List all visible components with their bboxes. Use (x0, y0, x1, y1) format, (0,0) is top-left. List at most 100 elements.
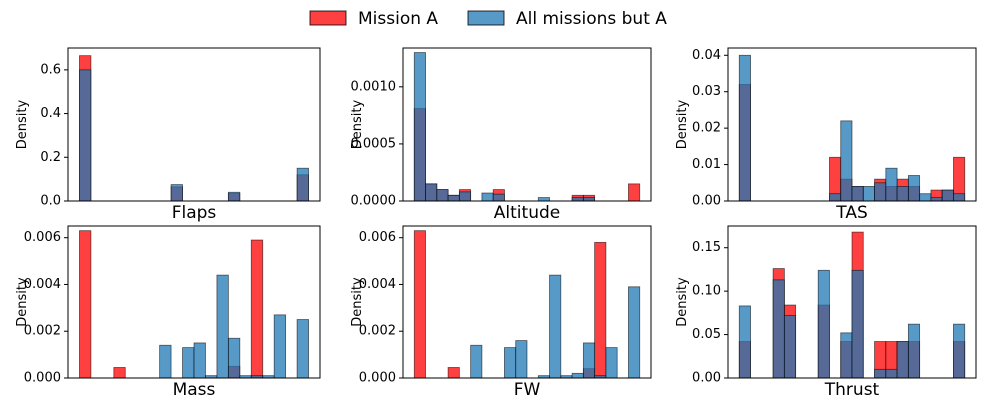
y-tick-label: 0.002 (359, 324, 396, 339)
y-tick-label: 0.002 (24, 324, 61, 339)
bar (628, 286, 641, 379)
y-tick-label: 0.000 (359, 371, 396, 386)
bar (840, 332, 853, 379)
y-axis-label: Density (15, 277, 30, 327)
bar (571, 197, 584, 202)
bar (582, 342, 596, 379)
bar (470, 344, 483, 379)
y-axis-label: Density (15, 99, 30, 149)
axes-frame (402, 225, 652, 379)
y-tick-label: 0.05 (692, 327, 721, 342)
y-tick-label: 0.000 (24, 371, 61, 386)
bar (582, 197, 596, 202)
bar (515, 340, 528, 379)
bar (447, 194, 460, 202)
bar (193, 342, 206, 379)
bar (851, 269, 864, 379)
bar (874, 182, 887, 202)
bar (941, 189, 954, 202)
y-tick-label: 0.04 (692, 48, 721, 63)
bar (296, 167, 309, 202)
bar (594, 241, 607, 379)
y-tick-label: 0.03 (692, 84, 721, 99)
bar (907, 323, 921, 379)
axes-frame (727, 47, 977, 202)
x-axis-label: Flaps (172, 203, 217, 223)
bar (413, 230, 426, 379)
x-axis-label: Thrust (824, 380, 880, 400)
bar (840, 120, 853, 202)
bar (549, 274, 562, 379)
y-axis-label: Density (350, 99, 365, 149)
bar (896, 341, 909, 379)
legend-swatch (309, 10, 347, 26)
bar (170, 184, 183, 202)
bar (481, 192, 494, 202)
bar (425, 183, 438, 202)
bar (413, 52, 426, 202)
axes-frame (402, 47, 652, 202)
bar (738, 305, 751, 379)
bar (458, 191, 472, 202)
y-tick-label: 0.02 (692, 121, 721, 136)
y-tick-label: 0.0 (40, 194, 61, 209)
y-tick-label: 0.2 (40, 150, 61, 165)
y-tick-label: 0.006 (359, 230, 396, 245)
y-tick-label: 0.00 (692, 194, 721, 209)
y-tick-label: 0.00 (692, 371, 721, 386)
bar (79, 230, 92, 379)
legend-label: All missions but A (516, 9, 667, 29)
bar (492, 193, 505, 202)
legend-label: Mission A (358, 9, 438, 29)
bar (851, 186, 864, 202)
bar (250, 239, 264, 379)
bar (919, 193, 932, 202)
bar (885, 368, 898, 379)
axes-frame (67, 47, 321, 202)
bar (817, 269, 830, 379)
y-tick-label: 0.0010 (351, 79, 397, 94)
x-axis-label: FW (514, 380, 541, 400)
bar (571, 372, 584, 379)
bar (738, 54, 751, 202)
bar (953, 193, 966, 202)
bar (113, 367, 126, 379)
bar (772, 279, 785, 379)
legend-swatch (467, 10, 505, 26)
bar (182, 347, 195, 379)
bar (605, 347, 618, 379)
x-axis-label: Altitude (494, 203, 560, 223)
y-tick-label: 0.15 (692, 240, 721, 255)
bar (874, 368, 887, 379)
bar (907, 175, 921, 202)
bar (862, 186, 875, 202)
bar (436, 189, 449, 202)
bar (79, 69, 92, 202)
bar (930, 196, 943, 202)
bar (537, 197, 550, 202)
axes-frame (727, 225, 977, 379)
y-tick-label: 0.004 (24, 277, 61, 292)
bar (296, 319, 309, 379)
y-axis-label: Density (675, 99, 690, 149)
y-tick-label: 0.10 (692, 284, 721, 299)
bar (953, 323, 966, 379)
bar (227, 191, 241, 202)
axes-frame (67, 225, 321, 379)
y-axis-label: Density (675, 277, 690, 327)
bar (628, 183, 641, 202)
y-tick-label: 0.0005 (351, 136, 397, 151)
y-tick-label: 0.006 (24, 230, 61, 245)
bar (447, 367, 460, 379)
x-axis-label: Mass (173, 380, 216, 400)
x-axis-label: TAS (835, 203, 868, 223)
bar (216, 274, 229, 379)
y-tick-label: 0.004 (359, 277, 396, 292)
bar (829, 193, 842, 202)
bar (504, 347, 517, 379)
bar (783, 315, 797, 379)
bar (273, 314, 287, 379)
bar (227, 337, 241, 379)
y-tick-label: 0.01 (692, 157, 721, 172)
